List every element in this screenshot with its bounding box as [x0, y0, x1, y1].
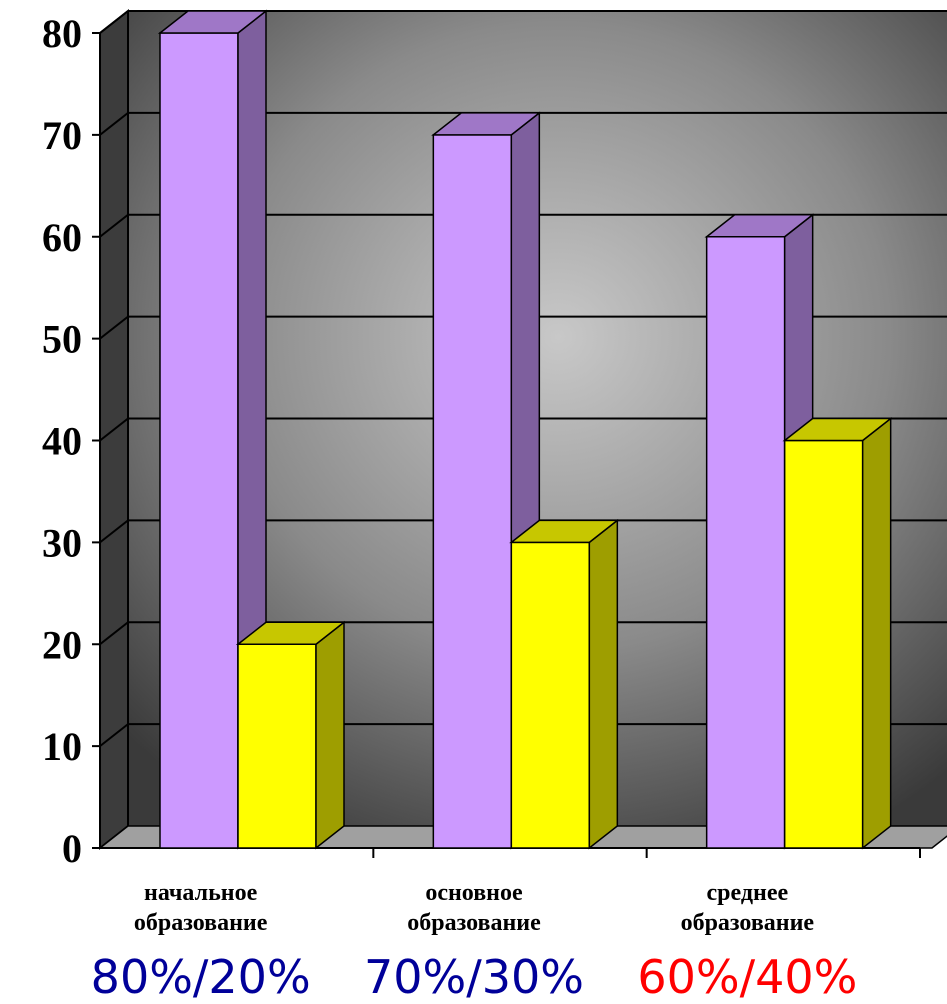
bar-top	[782, 417, 893, 442]
y-tick-label: 60	[42, 215, 82, 260]
ratio-label: 80%/20%	[91, 950, 311, 1004]
ratio-label: 60%/40%	[637, 950, 857, 1004]
bar-side	[588, 518, 619, 850]
gridline-side	[99, 112, 129, 136]
y-tick-label: 10	[42, 724, 82, 769]
bar-side	[315, 620, 345, 850]
gridline-side	[99, 417, 129, 442]
gridline-side	[99, 621, 129, 646]
bar-top	[235, 621, 347, 645]
bar-side	[861, 416, 892, 850]
bar-top	[431, 112, 542, 136]
bar-front	[237, 643, 317, 849]
bar-top	[704, 214, 815, 238]
gridline-side	[99, 315, 129, 340]
bar-top	[157, 10, 269, 34]
x-category-label: образование	[134, 910, 268, 936]
bar-2-series-2	[509, 518, 620, 850]
x-category-label: образование	[681, 910, 815, 936]
bar-3-series-2	[782, 416, 893, 850]
x-category-label: образование	[407, 910, 541, 936]
bar-front	[705, 236, 786, 849]
gridline-side	[99, 213, 129, 238]
ratio-label: 70%/30%	[364, 950, 584, 1004]
bar-1-series-2	[235, 620, 347, 850]
bar-1-series-1	[157, 9, 269, 850]
y-tick-label: 50	[42, 317, 82, 362]
bar-front	[432, 134, 513, 849]
y-tick-label: 20	[42, 622, 82, 667]
x-category-label: среднее	[707, 880, 789, 906]
x-category-label: основное	[425, 880, 523, 906]
gridline-side	[99, 10, 129, 34]
x-category-label: начальное	[144, 880, 258, 906]
gridline-side	[99, 723, 129, 747]
y-tick-label: 30	[42, 520, 82, 565]
bar-front	[159, 32, 239, 849]
gridline-side	[99, 519, 129, 544]
bar-front	[510, 541, 591, 849]
y-tick-label: 40	[42, 419, 82, 464]
bar-top	[509, 519, 620, 544]
y-tick-label: 70	[42, 113, 82, 158]
y-tick-label: 0	[62, 826, 82, 871]
y-tick-label: 80	[42, 11, 82, 56]
bar-front	[783, 439, 864, 849]
